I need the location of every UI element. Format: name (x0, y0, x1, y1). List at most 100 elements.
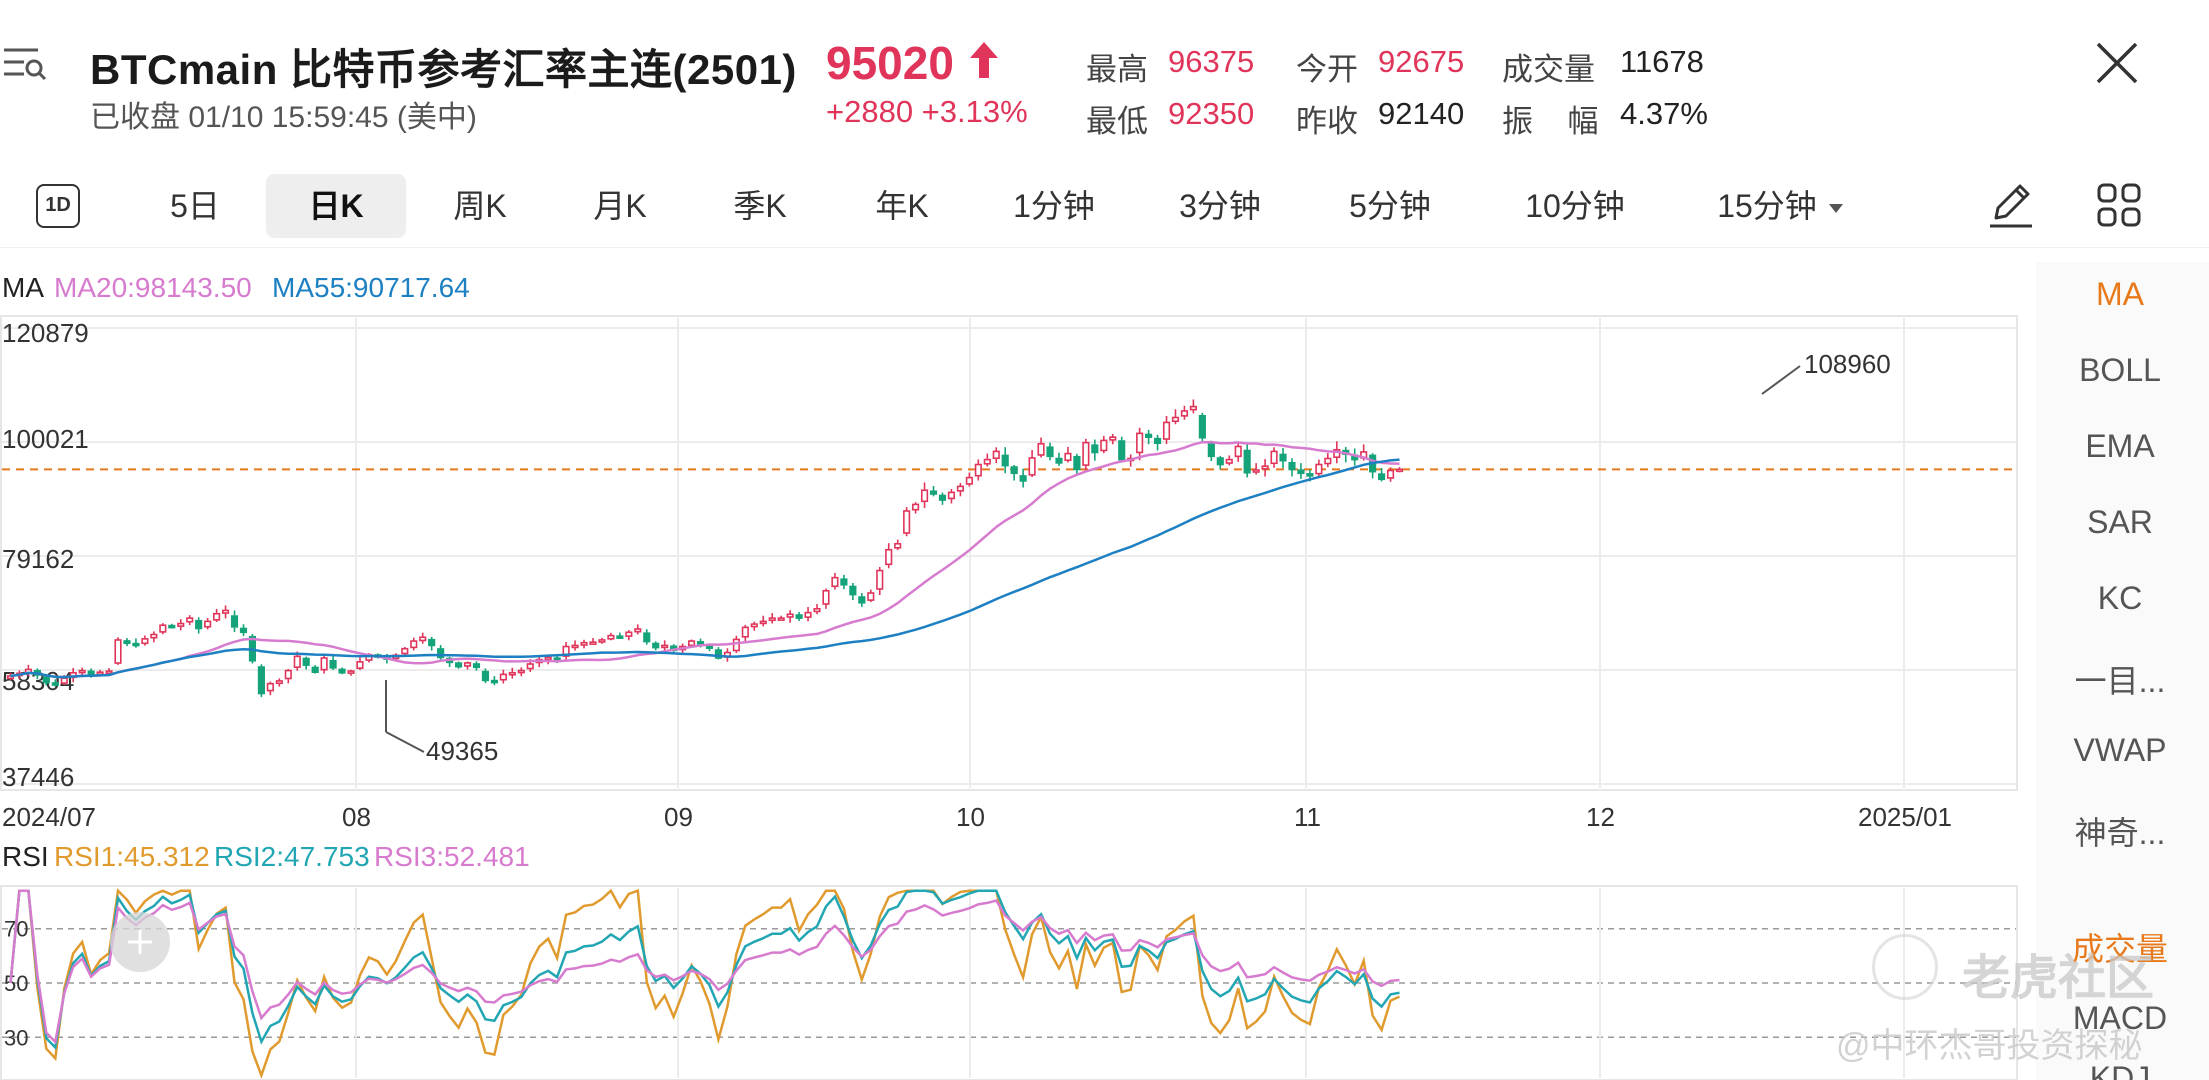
stat-value-amplitude: 4.37% (1620, 96, 1708, 131)
tab-week-k[interactable]: 周K (453, 188, 507, 224)
candle-up (804, 611, 812, 618)
candle-up (831, 576, 839, 588)
ma-legend-title: MA (2, 272, 44, 303)
candle-up (732, 638, 740, 652)
tab-15min-label: 15分钟 (1717, 188, 1817, 224)
low-annotation-leader (385, 731, 425, 753)
grid-layout-icon[interactable] (2096, 182, 2142, 228)
price-chart[interactable]: MA MA20:98143.50 MA55:90717.64 120879 10… (0, 262, 2036, 1080)
candle-up (687, 640, 696, 647)
stat-label-low: 最低 (1086, 104, 1148, 139)
candle-down (42, 676, 50, 684)
candle-down (643, 632, 651, 643)
candle-up (1234, 445, 1242, 458)
candle-up (1171, 416, 1180, 423)
candle-down (1118, 440, 1126, 461)
xtick-1: 08 (342, 802, 371, 832)
tab-5min[interactable]: 5分钟 (1349, 188, 1431, 224)
candle-up (1100, 439, 1108, 452)
main-panel-frame (0, 315, 2018, 791)
candle-down (1145, 433, 1153, 438)
candle-up (177, 622, 185, 627)
candle-up (105, 670, 113, 674)
candle-up (598, 639, 606, 643)
indicator-volume[interactable]: 成交量 (2071, 931, 2168, 967)
candle-down (1019, 475, 1027, 482)
candle-up (920, 489, 929, 503)
candle-up (204, 620, 212, 628)
rsi-tick-30: 30 (4, 1025, 28, 1050)
candle-up (983, 458, 991, 465)
candle-down (1207, 442, 1215, 458)
candle-up (410, 640, 418, 649)
indicator-sidebar: MA BOLL EMA SAR KC 一目... VWAP 神奇... 成交量 … (2036, 262, 2209, 1080)
tab-3min[interactable]: 3分钟 (1179, 188, 1261, 224)
candle-up (1252, 469, 1260, 473)
candle-up (275, 680, 283, 685)
candle-up (159, 624, 167, 633)
xtick-2: 09 (664, 802, 693, 832)
candle-down (714, 649, 723, 659)
rsi3-legend: RSI3:52.481 (374, 841, 530, 872)
candle-up (661, 644, 669, 649)
tab-year-k[interactable]: 年K (875, 188, 929, 224)
candle-up (320, 657, 328, 671)
ma55-line (10, 458, 1400, 679)
tab-15min-dropdown[interactable]: 15分钟 (1700, 174, 1860, 238)
candle-up (1315, 463, 1323, 475)
xtick-3: 10 (956, 802, 985, 832)
tab-10min[interactable]: 10分钟 (1525, 188, 1625, 224)
candle-up (974, 463, 982, 477)
rsi-tick-50: 50 (4, 971, 28, 996)
tab-5day[interactable]: 5日 (170, 188, 220, 224)
candle-down (849, 585, 857, 596)
candle-up (1261, 465, 1269, 470)
candle-up (992, 450, 1000, 460)
market-status: 已收盘 01/10 15:59:45 (美中) (90, 101, 477, 134)
tab-day-k[interactable]: 日K (266, 174, 406, 238)
rsi1-line (9, 888, 1401, 1079)
tab-month-k[interactable]: 月K (593, 188, 647, 224)
candle-down (840, 578, 848, 586)
stat-value-high: 96375 (1168, 44, 1255, 79)
stat-value-low: 92350 (1168, 96, 1255, 131)
menu-list-icon[interactable] (2, 44, 48, 84)
indicator-vwap[interactable]: VWAP (2073, 732, 2167, 768)
indicator-magic[interactable]: 神奇... (2074, 815, 2166, 851)
tab-1min[interactable]: 1分钟 (1013, 188, 1095, 224)
candle-down (1055, 457, 1063, 464)
candle-up (150, 633, 158, 639)
indicator-boll[interactable]: BOLL (2079, 352, 2161, 388)
ma20-legend: MA20:98143.50 (54, 272, 252, 303)
candle-down (1243, 449, 1251, 474)
stat-label-amplitude: 振 幅 (1502, 104, 1599, 139)
indicator-kc[interactable]: KC (2097, 580, 2143, 616)
close-icon[interactable] (2094, 40, 2140, 86)
candle-up (580, 641, 588, 646)
candle-down (1288, 461, 1296, 471)
indicator-ichimoku[interactable]: 一目... (2074, 663, 2166, 699)
candle-down (795, 614, 803, 619)
candle-down (338, 668, 346, 674)
candle-up (571, 644, 579, 649)
tab-quarter-k[interactable]: 季K (733, 188, 787, 224)
ytick-2: 79162 (2, 544, 74, 574)
tab-1d[interactable]: 1D (36, 184, 80, 228)
candle-down (454, 662, 463, 668)
period-tab-bar: 1D 5日 日K 周K 月K 季K 年K 1分钟 3分钟 5分钟 10分钟 15… (0, 168, 2209, 248)
indicator-ema[interactable]: EMA (2085, 428, 2155, 464)
indicator-sar[interactable]: SAR (2087, 504, 2153, 540)
candle-up (1395, 468, 1404, 473)
candle-down (123, 640, 131, 645)
indicator-ma[interactable]: MA (2096, 276, 2144, 312)
indicator-kdj[interactable]: KDJ (2089, 1060, 2151, 1080)
last-price: 95020 (826, 37, 954, 89)
candle-down (302, 657, 310, 666)
candle-up (1064, 452, 1072, 462)
indicator-macd[interactable]: MACD (2072, 1000, 2168, 1036)
pencil-draw-icon[interactable] (1986, 180, 2036, 230)
rsi-panel-frame (0, 885, 2018, 1080)
candle-down (1153, 437, 1162, 445)
candle-up (293, 655, 301, 668)
candle-up (1028, 457, 1036, 476)
